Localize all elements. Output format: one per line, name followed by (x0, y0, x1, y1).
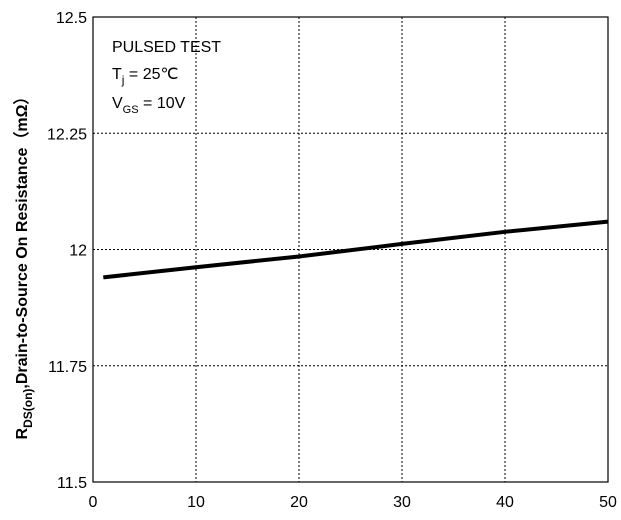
x-axis-ticks: 0 10 20 30 40 50 (89, 494, 617, 511)
annotation-vgs-rest: = 10V (139, 95, 186, 112)
x-tick-label: 40 (496, 494, 514, 511)
series-line (103, 219, 609, 280)
x-tick-label: 20 (290, 494, 308, 511)
y-axis-ticks: 11.5 11.75 12 12.25 12.5 (47, 10, 87, 492)
x-tick-label: 30 (393, 494, 411, 511)
x-tick-label: 0 (89, 494, 98, 511)
series-layer (103, 219, 609, 280)
y-axis-label-sub: DS(on) (21, 389, 35, 428)
annotation-tj: Tj = 25℃ (112, 66, 178, 87)
y-axis-label: RDS(on),Drain-to-Source On Resistance（mΩ… (13, 89, 35, 440)
annotation-vgs-main: V (112, 95, 123, 112)
y-tick-label: 12.5 (56, 10, 87, 27)
y-axis-label-rest: ,Drain-to-Source On Resistance（mΩ） (13, 89, 31, 389)
annotation-pulsed-test: PULSED TEST (112, 39, 221, 56)
annotation-vgs: VGS = 10V (112, 95, 186, 116)
annotation-vgs-sub: GS (123, 104, 139, 116)
x-tick-label: 50 (599, 494, 617, 511)
y-tick-label: 12.25 (47, 126, 87, 143)
plot-area-frame (92, 16, 609, 483)
y-axis-label-main: R (14, 427, 31, 439)
x-tick-label: 10 (187, 494, 205, 511)
annotation-tj-rest: = 25℃ (124, 66, 178, 83)
annotation-tj-main: T (112, 66, 122, 83)
y-tick-label: 11.75 (48, 359, 87, 376)
y-tick-label: 12 (69, 243, 87, 260)
y-tick-label: 11.5 (57, 475, 87, 492)
annotation-tj-sub: j (121, 73, 125, 87)
